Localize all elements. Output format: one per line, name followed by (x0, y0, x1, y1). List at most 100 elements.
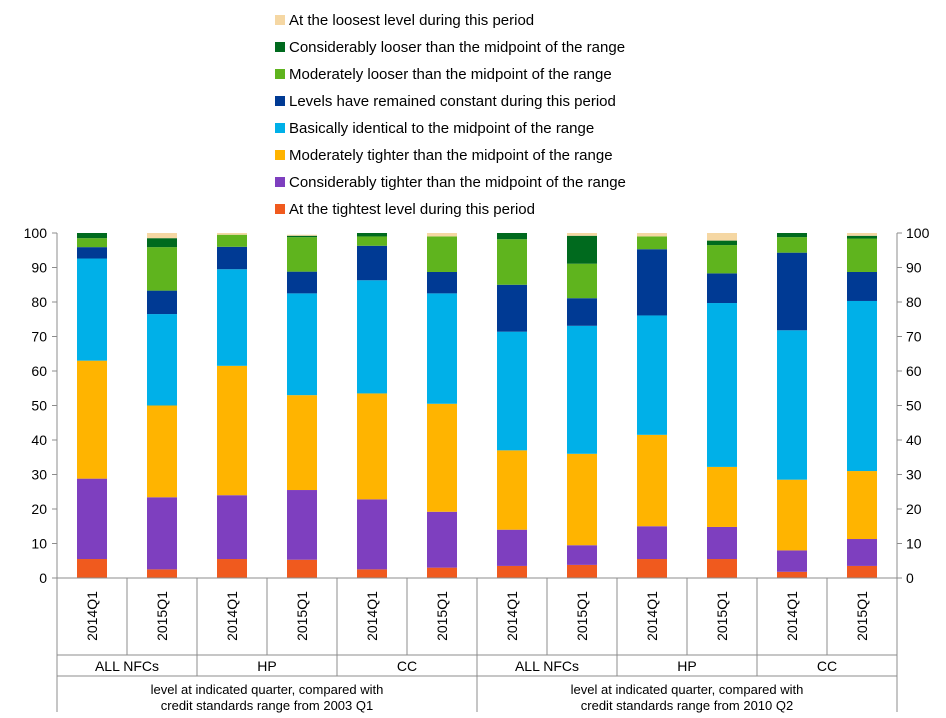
bar-segment (77, 478, 107, 560)
bar-segment (777, 479, 807, 551)
y-tick-label-right: 90 (906, 260, 922, 276)
bar-segment (777, 571, 807, 578)
x-category-label: 2014Q1 (84, 591, 100, 641)
bar-segment (217, 495, 247, 560)
group-label-line2: credit standards range from 2003 Q1 (161, 698, 373, 713)
x-axis-categories: 2014Q1 2015Q1 2014Q1 2015Q1 2014Q1 2015Q1 2014… (84, 591, 870, 641)
bar-segment (637, 526, 667, 560)
bar-segment (707, 245, 737, 274)
legend-swatch (275, 42, 285, 52)
bar-segment (147, 247, 177, 291)
bar-segment (637, 315, 667, 435)
bar-segment (147, 405, 177, 498)
y-tick-label-left: 20 (31, 501, 47, 517)
bar-segment (777, 237, 807, 253)
bar-segment (777, 252, 807, 331)
subgroup-label: HP (257, 658, 276, 674)
bar-segment (847, 539, 877, 566)
bar-segment (217, 559, 247, 578)
bar-segment (847, 233, 877, 236)
legend-label: At the loosest level during this period (289, 12, 534, 29)
bar-segment (217, 269, 247, 366)
legend-label: Moderately looser than the midpoint of t… (289, 66, 612, 83)
bar-segment (497, 565, 527, 578)
x-category-label: 2014Q1 (504, 591, 520, 641)
bar-segment (357, 245, 387, 281)
bar-segment (357, 393, 387, 500)
bar-segment (707, 303, 737, 467)
bar-segment (707, 559, 737, 578)
legend: At the loosest level during this period C… (275, 12, 626, 218)
subgroup-label: ALL NFCs (515, 658, 579, 674)
bar-segment (637, 233, 667, 237)
legend-label: Moderately tighter than the midpoint of … (289, 147, 613, 164)
y-tick-label-left: 0 (39, 570, 47, 586)
bar-segment (217, 234, 247, 247)
bar-segment (217, 365, 247, 496)
bar-segment (77, 559, 107, 578)
bar-segment (427, 511, 457, 568)
bar-segment (77, 258, 107, 361)
x-category-label: 2015Q1 (154, 591, 170, 641)
bar-segment (147, 233, 177, 239)
bar-segment (777, 233, 807, 238)
bar-segment (847, 565, 877, 578)
legend-swatch (275, 15, 285, 25)
bar-segment (287, 235, 317, 238)
y-tick-label-left: 100 (24, 225, 48, 241)
bar-segment (427, 236, 457, 272)
bar-segment (287, 559, 317, 578)
group-label-line1: level at indicated quarter, compared wit… (151, 682, 384, 697)
legend-label: Considerably tighter than the midpoint o… (289, 174, 626, 191)
bar-segment (637, 434, 667, 527)
y-tick-label-left: 80 (31, 294, 47, 310)
bar-segment (427, 233, 457, 237)
bar-segment (77, 247, 107, 259)
y-axis-left-ticks: 0 10 20 30 40 50 60 70 80 90 100 (24, 225, 57, 586)
bar-segment (847, 300, 877, 472)
y-tick-label-right: 40 (906, 432, 922, 448)
bar-segment (497, 233, 527, 240)
x-category-label: 2015Q1 (574, 591, 590, 641)
bar-segment (287, 490, 317, 560)
bar-segment (567, 453, 597, 546)
x-category-label: 2015Q1 (294, 591, 310, 641)
y-axis-right-ticks: 0 10 20 30 40 50 60 70 80 90 100 (897, 225, 930, 586)
y-tick-label-right: 0 (906, 570, 914, 586)
bar-segment (497, 450, 527, 530)
bar-segment (147, 314, 177, 406)
bar-segment (497, 331, 527, 451)
legend-label: Levels have remained constant during thi… (289, 93, 616, 110)
y-tick-label-left: 40 (31, 432, 47, 448)
bar-segment (427, 403, 457, 512)
y-tick-label-right: 60 (906, 363, 922, 379)
bar-segment (497, 529, 527, 566)
subgroup-label: HP (677, 658, 696, 674)
subgroup-label: ALL NFCs (95, 658, 159, 674)
legend-swatch (275, 177, 285, 187)
bar-segment (287, 237, 317, 272)
y-tick-label-right: 70 (906, 329, 922, 345)
group-label-line1: level at indicated quarter, compared wit… (571, 682, 804, 697)
bar-segment (147, 497, 177, 570)
bar-segment (637, 559, 667, 578)
x-category-label: 2014Q1 (224, 591, 240, 641)
y-tick-label-right: 50 (906, 398, 922, 414)
bar-segment (427, 567, 457, 578)
bar-segment (287, 271, 317, 294)
bar-segment (357, 236, 387, 246)
bar-segment (287, 234, 317, 236)
bar-segment (707, 273, 737, 304)
bar-segment (497, 284, 527, 332)
bar-segment (707, 466, 737, 527)
bar-segment (77, 360, 107, 479)
bar-segment (567, 233, 597, 236)
bar-segment (427, 271, 457, 294)
y-tick-label-right: 100 (906, 225, 930, 241)
subgroup-label: CC (817, 658, 837, 674)
bar-segment (497, 239, 527, 285)
bar-segment (567, 298, 597, 326)
x-category-label: 2014Q1 (644, 591, 660, 641)
y-tick-label-right: 80 (906, 294, 922, 310)
